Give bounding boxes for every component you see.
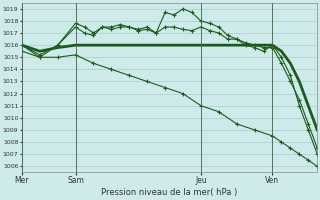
X-axis label: Pression niveau de la mer( hPa ): Pression niveau de la mer( hPa ) — [101, 188, 238, 197]
